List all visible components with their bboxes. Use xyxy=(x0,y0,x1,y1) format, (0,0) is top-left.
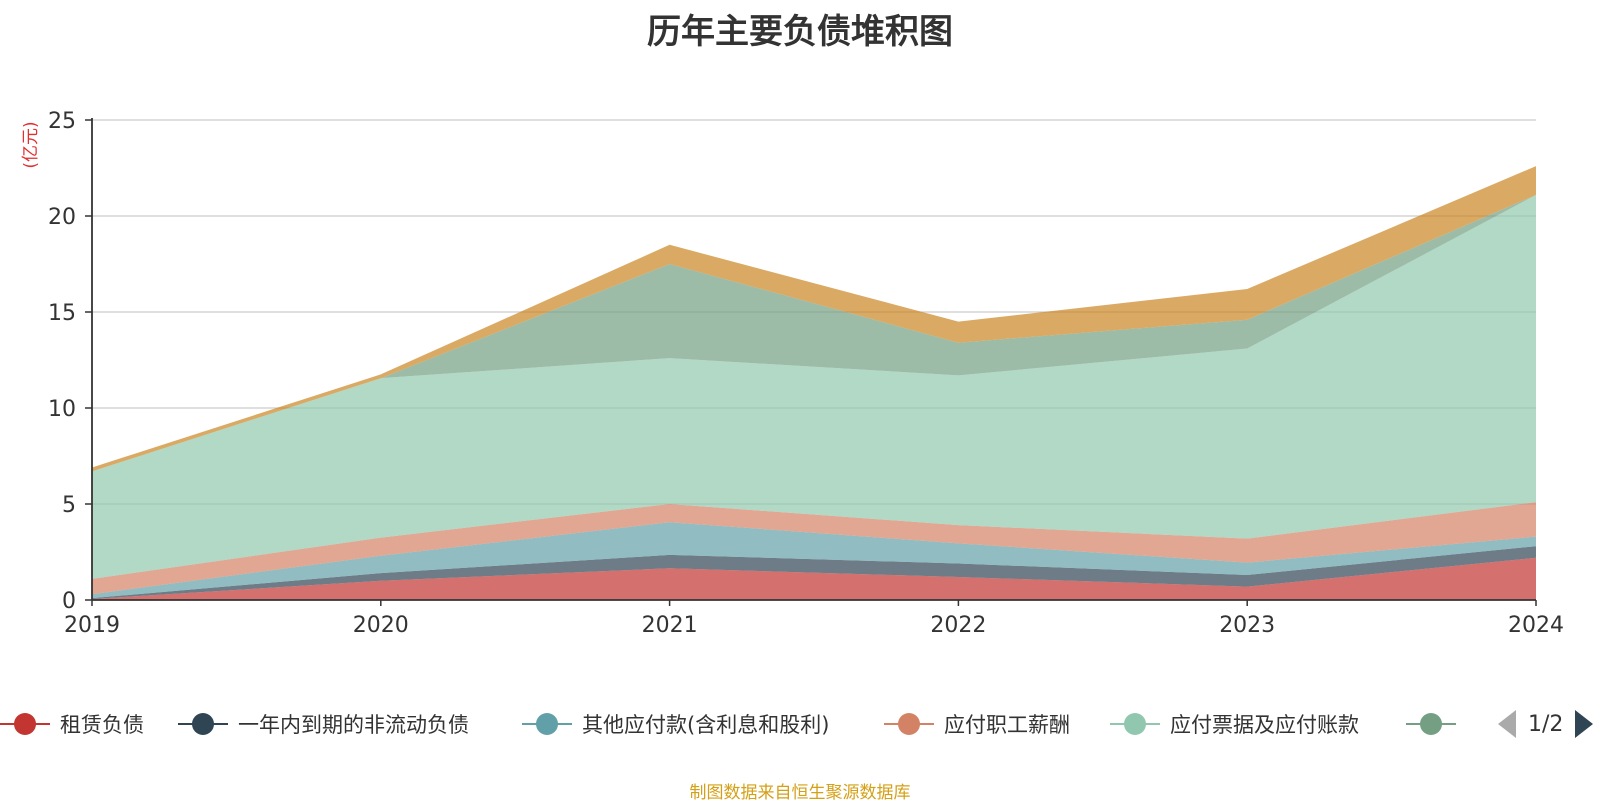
legend: 租赁负债 一年内到期的非流动负债 其他应付款(含利息和股利) 应付职工薪酬 应付票据及应… xyxy=(0,704,1600,744)
legend-item[interactable]: 租赁负债 xyxy=(0,704,144,744)
stacked-areas xyxy=(92,166,1536,600)
area-series-1 xyxy=(92,546,1536,599)
legend-marker xyxy=(522,712,572,736)
legend-label: 租赁负债 xyxy=(60,713,144,737)
y-tick-label: 15 xyxy=(48,301,76,326)
axes: 0 5 10 15 20 25 2019 2020 2021 2022 2023 2024 xyxy=(48,109,1564,638)
legend-item[interactable]: 应付职工薪酬 xyxy=(884,704,1070,744)
x-tick-label: 2019 xyxy=(64,613,120,638)
x-tick-label: 2024 xyxy=(1508,613,1564,638)
chart-title: 历年主要负债堆积图 xyxy=(647,12,953,52)
area-chart: 0 5 10 15 20 25 2019 2020 2021 2022 2023 2024 (亿元) xyxy=(21,109,1564,638)
legend-item[interactable]: 其他应付款(含利息和股利) xyxy=(522,704,829,744)
legend-label: 应付职工薪酬 xyxy=(944,713,1070,737)
area-series-4 xyxy=(92,194,1536,579)
area-series-5 xyxy=(92,194,1536,472)
legend-next-page-button[interactable] xyxy=(1575,710,1594,738)
y-tick-label: 5 xyxy=(62,493,76,518)
legend-label: 一年内到期的非流动负债 xyxy=(238,713,469,737)
x-tick-label: 2021 xyxy=(642,613,698,638)
y-tick-label: 25 xyxy=(48,109,76,134)
legend-label: 其他应付款(含利息和股利) xyxy=(582,713,830,737)
legend-marker xyxy=(1110,712,1160,736)
x-tick-label: 2023 xyxy=(1219,613,1275,638)
data-source-note: 制图数据来自恒生聚源数据库 xyxy=(689,783,911,803)
legend-item[interactable]: 应付票据及应付账款 xyxy=(1110,704,1359,744)
legend-marker xyxy=(1406,712,1456,736)
legend-label: 应付票据及应付账款 xyxy=(1170,713,1359,737)
legend-item[interactable]: 短 xyxy=(1406,704,1462,744)
y-tick-label: 20 xyxy=(48,205,76,230)
legend-item[interactable]: 一年内到期的非流动负债 xyxy=(178,704,469,744)
legend-marker xyxy=(178,712,228,736)
area-series-3 xyxy=(92,502,1536,595)
x-tick-label: 2020 xyxy=(353,613,409,638)
y-axis-unit-label: (亿元) xyxy=(21,121,41,168)
x-tick-label: 2022 xyxy=(930,613,986,638)
legend-page-indicator: 1/2 xyxy=(1528,711,1564,737)
legend-pager: 1/2 xyxy=(1498,704,1594,744)
legend-prev-page-button[interactable] xyxy=(1498,710,1516,738)
area-series-0 xyxy=(92,557,1536,600)
y-tick-label: 0 xyxy=(62,589,76,614)
area-series-2 xyxy=(92,522,1536,599)
legend-marker xyxy=(0,712,50,736)
legend-marker xyxy=(884,712,934,736)
y-tick-label: 10 xyxy=(48,397,76,422)
area-series-6 xyxy=(92,166,1536,472)
legend-clip: 租赁负债 一年内到期的非流动负债 其他应付款(含利息和股利) 应付职工薪酬 应付票据及应… xyxy=(0,704,1462,744)
